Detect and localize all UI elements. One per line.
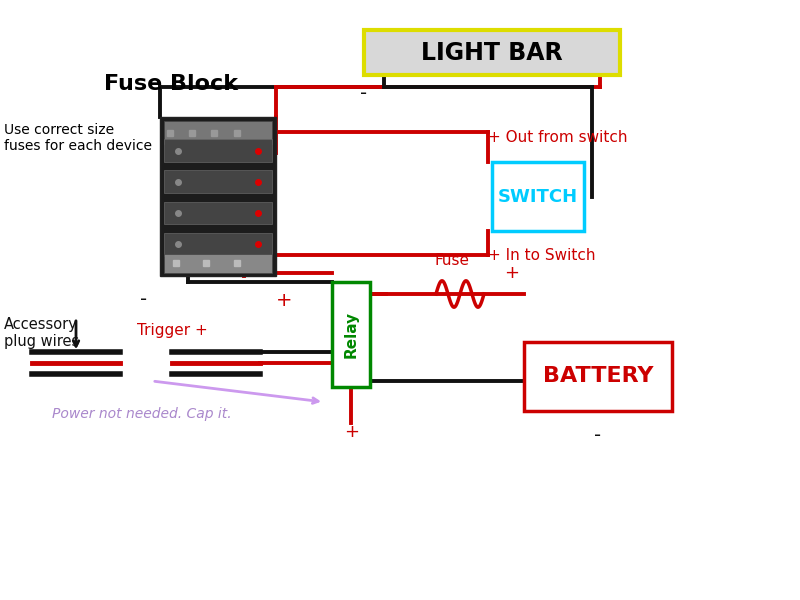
Bar [164, 121, 272, 144]
Bar [524, 342, 672, 411]
Text: Use correct size
fuses for each device: Use correct size fuses for each device [4, 123, 152, 153]
Text: LIGHT BAR: LIGHT BAR [421, 40, 563, 64]
Bar [164, 170, 272, 193]
Text: -: - [361, 83, 367, 103]
Bar [492, 162, 584, 231]
Bar [164, 139, 272, 162]
Text: + In to Switch: + In to Switch [488, 247, 595, 263]
Text: Accessory
plug wires: Accessory plug wires [4, 317, 79, 349]
Text: + Out from switch: + Out from switch [488, 130, 627, 145]
Bar [160, 117, 276, 276]
Bar [364, 30, 620, 75]
Text: +: + [504, 264, 519, 282]
Bar [332, 282, 370, 387]
Bar [164, 202, 272, 224]
Text: Power not needed. Cap it.: Power not needed. Cap it. [52, 407, 232, 421]
Text: Trigger +: Trigger + [138, 323, 208, 337]
Text: -: - [141, 290, 147, 310]
Text: Relay: Relay [344, 311, 358, 358]
Text: -: - [594, 425, 602, 445]
Text: SWITCH: SWITCH [498, 187, 578, 205]
Text: Fuse Block: Fuse Block [104, 74, 238, 94]
Text: +: + [276, 290, 292, 310]
Bar [164, 233, 272, 256]
Text: Fuse: Fuse [434, 253, 470, 268]
Bar [164, 254, 272, 273]
Text: BATTERY: BATTERY [542, 367, 654, 386]
Text: +: + [344, 423, 358, 441]
